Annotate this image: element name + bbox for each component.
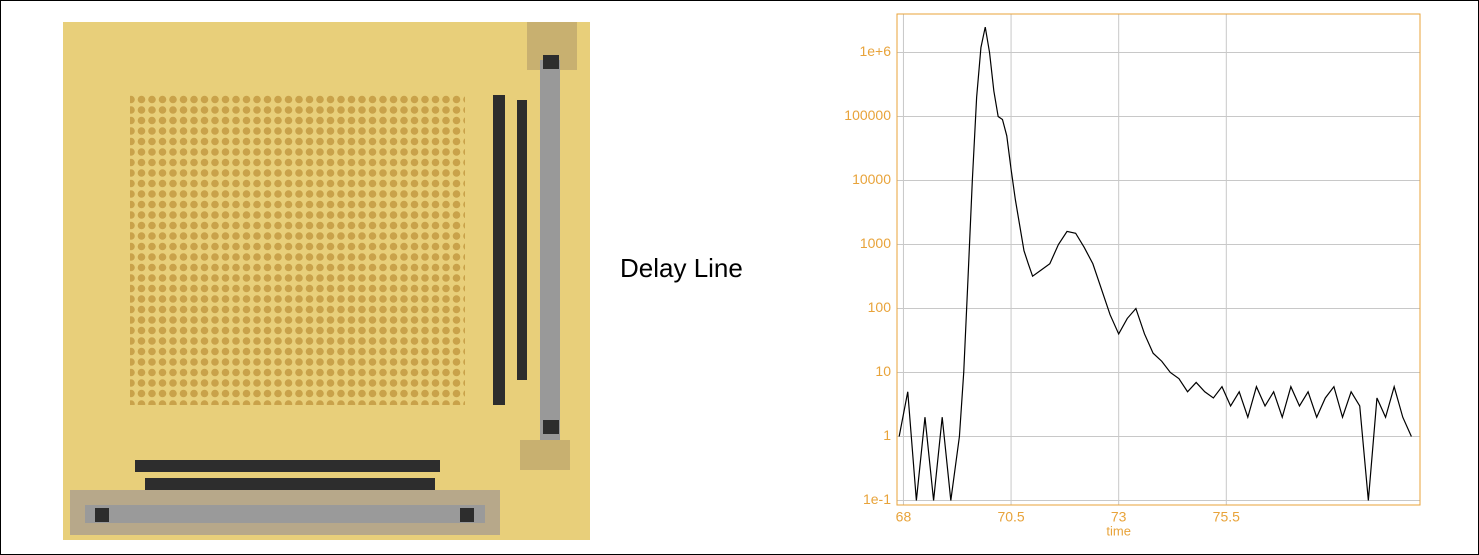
slide: Delay Line 1e-1 1 10 100 1000 10000 100000 1e+6…: [0, 0, 1479, 555]
y-tick-label: 100: [868, 299, 892, 315]
y-tick-label: 1e-1: [863, 491, 891, 507]
x-tick-label: 75.5: [1213, 509, 1240, 525]
y-tick-label: 1e+6: [859, 43, 891, 59]
plot-frame: [897, 14, 1420, 505]
x-tick-label: 73: [1111, 509, 1127, 525]
x-tick-label: 68: [896, 509, 912, 525]
y-tick-label: 10: [875, 363, 891, 379]
x-tick-label: 70.5: [997, 509, 1024, 525]
y-tick-label: 10000: [852, 171, 891, 187]
y-tick-label: 1: [883, 427, 891, 443]
caption: Delay Line: [620, 253, 743, 283]
chart: 1e-1 1 10 100 1000 10000 100000 1e+6 68 70.5 73 75.…: [844, 14, 1420, 538]
pcb-photo: [63, 22, 590, 540]
y-tick-label: 1000: [860, 235, 891, 251]
y-tick-label: 100000: [844, 107, 891, 123]
x-axis-label: time: [1106, 523, 1131, 538]
